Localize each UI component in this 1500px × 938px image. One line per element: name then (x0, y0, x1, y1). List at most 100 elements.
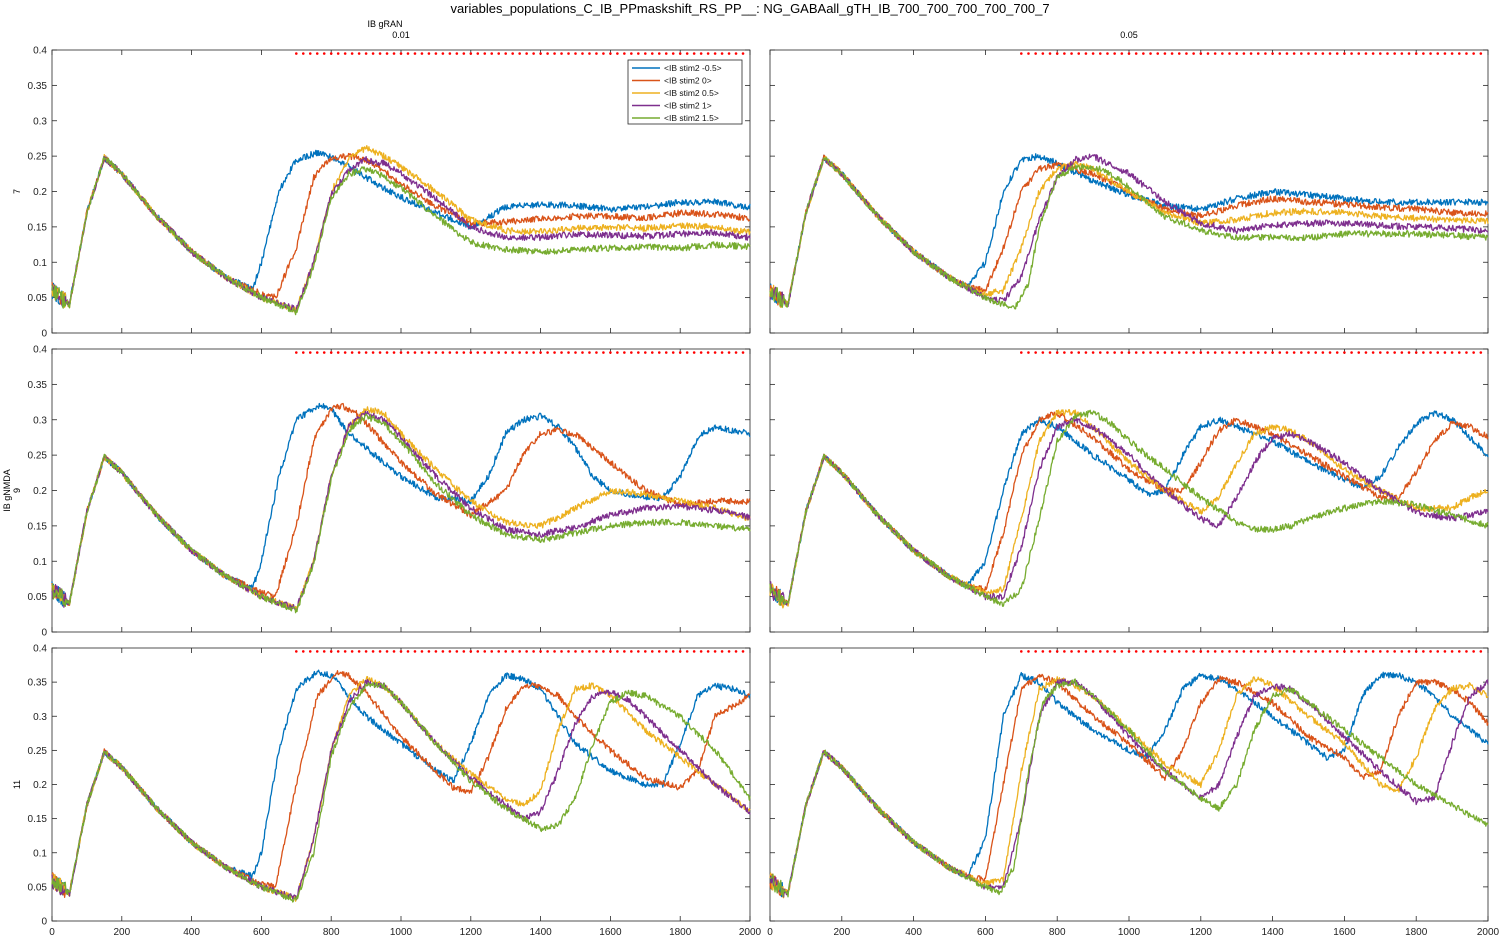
series-line (769, 157, 1489, 310)
sig-marker (1343, 650, 1346, 653)
legend: <IB stim2 -0.5> <IB stim2 0> <IB stim2 0.5… (627, 59, 743, 125)
sig-marker (1213, 351, 1217, 354)
sig-marker (650, 351, 654, 354)
sig-marker (644, 650, 647, 653)
sig-marker (664, 650, 668, 653)
series-line (769, 409, 1489, 607)
sig-marker (1149, 650, 1152, 653)
sig-marker (295, 52, 298, 55)
sig-marker (1479, 52, 1483, 55)
sig-marker (1055, 650, 1059, 653)
sig-marker (295, 650, 298, 653)
sig-marker (609, 351, 612, 354)
sig-marker (574, 650, 577, 653)
sig-marker (1307, 52, 1310, 55)
series-line (51, 155, 751, 313)
sig-marker (546, 650, 549, 653)
sig-marker (734, 351, 738, 354)
sig-marker (644, 351, 647, 354)
sig-marker (434, 351, 438, 354)
sig-marker (1113, 650, 1116, 653)
sig-marker (357, 650, 361, 653)
sig-marker (671, 351, 675, 354)
sig-marker (1443, 52, 1447, 55)
series-line (51, 156, 751, 316)
axes-box (51, 647, 751, 922)
y-tick-label: 0.15 (28, 521, 48, 532)
sig-marker (364, 52, 368, 55)
sig-marker (1307, 650, 1310, 653)
y-tick-label: 0.35 (28, 380, 48, 391)
y-tick-label: 0.3 (33, 415, 47, 426)
sig-marker (1249, 52, 1253, 55)
sig-marker (1457, 351, 1461, 354)
sig-marker (1436, 650, 1440, 653)
sig-marker (392, 351, 396, 354)
sig-marker (706, 650, 710, 653)
row-param-label: IB gNMDA (2, 469, 12, 512)
sig-marker (657, 650, 661, 653)
sig-marker (623, 52, 626, 55)
sig-marker (581, 52, 584, 55)
sig-marker (1364, 52, 1368, 55)
sig-marker (1041, 351, 1045, 354)
sig-marker (504, 52, 508, 55)
sig-marker (295, 351, 298, 354)
y-tick-label: 0 (41, 628, 47, 639)
sig-marker (1034, 351, 1037, 354)
y-tick-label: 0.1 (33, 848, 47, 859)
sig-marker (1098, 351, 1102, 354)
sig-marker (1098, 650, 1102, 653)
sig-marker (322, 650, 326, 653)
sig-marker (1350, 52, 1353, 55)
sig-marker (1328, 351, 1332, 354)
sig-marker (560, 52, 563, 55)
sig-marker (1048, 52, 1052, 55)
sig-marker (1192, 52, 1195, 55)
sig-marker (616, 650, 619, 653)
sig-marker (678, 650, 682, 653)
sig-marker (1113, 351, 1116, 354)
sig-marker (741, 650, 745, 653)
sig-marker (378, 650, 382, 653)
sig-marker (308, 52, 312, 55)
y-tick-label: 0.05 (28, 592, 48, 603)
sig-marker (650, 52, 654, 55)
sig-marker (462, 52, 466, 55)
sig-marker (1328, 52, 1332, 55)
sig-marker (343, 52, 347, 55)
sig-marker (1106, 351, 1109, 354)
sig-marker (1465, 52, 1468, 55)
sig-marker (588, 351, 591, 354)
sig-marker (1242, 650, 1246, 653)
sig-marker (1443, 351, 1447, 354)
sig-marker (441, 52, 445, 55)
sig-marker (1070, 650, 1073, 653)
sig-marker (692, 52, 696, 55)
sig-marker (644, 52, 647, 55)
sig-marker (1156, 351, 1160, 354)
sig-marker (490, 52, 494, 55)
sig-marker (1393, 650, 1396, 653)
sig-marker (1055, 351, 1059, 354)
y-tick-label: 0 (41, 917, 47, 928)
sig-marker (1091, 650, 1095, 653)
legend-entry: <IB stim2 1> (664, 101, 712, 111)
sig-marker (539, 650, 542, 653)
sig-marker (595, 52, 598, 55)
sig-marker (427, 650, 431, 653)
sig-marker (1429, 52, 1432, 55)
sig-marker (1357, 351, 1361, 354)
sig-marker (1357, 650, 1361, 653)
row-value-label: 9 (12, 488, 22, 493)
sig-marker (1371, 52, 1375, 55)
sig-marker (343, 650, 347, 653)
y-tick-label: 0.25 (28, 152, 48, 163)
sig-marker (1386, 52, 1389, 55)
x-tick-label: 600 (253, 927, 270, 938)
significance-markers (1020, 650, 1483, 653)
sig-marker (727, 351, 731, 354)
x-tick-label: 1800 (669, 927, 692, 938)
sig-marker (413, 650, 417, 653)
